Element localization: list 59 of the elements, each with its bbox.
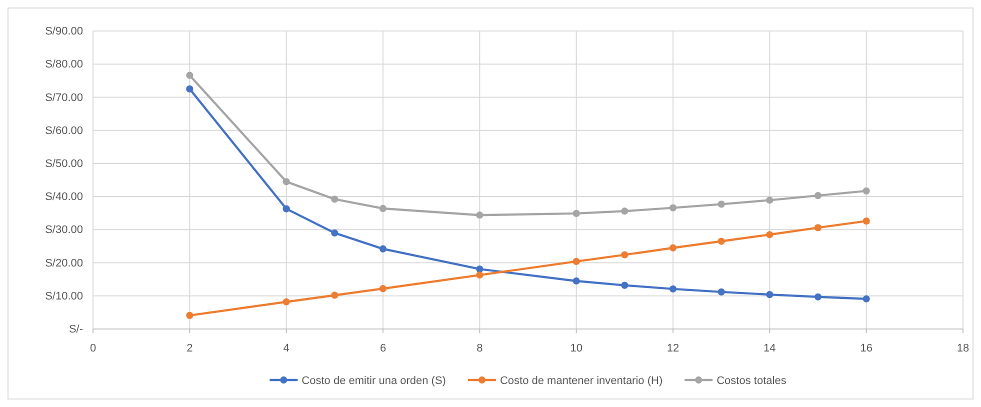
- point: [331, 292, 338, 299]
- point: [621, 282, 628, 289]
- point: [862, 187, 870, 194]
- x-tick-label: 2: [186, 342, 193, 354]
- y-tick-label: S/40.00: [45, 191, 83, 204]
- x-tick-label: 14: [764, 342, 776, 354]
- y-tick-label: S/-: [68, 324, 84, 336]
- x-tick-label: 4: [283, 342, 290, 354]
- point: [476, 271, 484, 279]
- point: [572, 210, 580, 218]
- point: [572, 258, 580, 266]
- point: [766, 231, 774, 238]
- x-tick-label: 18: [956, 342, 970, 354]
- legend-label: Costo de emitir una orden (S): [302, 374, 446, 387]
- y-tick-label: S/90.00: [45, 26, 83, 38]
- point: [669, 285, 677, 292]
- y-tick-label: S/50.00: [45, 158, 83, 170]
- point: [814, 192, 822, 200]
- y-tick-label: S/80.00: [45, 58, 83, 71]
- point: [718, 238, 725, 245]
- y-tick-label: S/70.00: [45, 92, 83, 104]
- point: [669, 244, 677, 252]
- point: [476, 266, 484, 273]
- point: [862, 295, 870, 302]
- x-tick-label: 10: [570, 342, 582, 354]
- point: [282, 205, 290, 212]
- point: [766, 291, 774, 298]
- point: [379, 204, 387, 212]
- point: [862, 217, 870, 225]
- point: [331, 229, 338, 237]
- x-tick-label: 6: [380, 342, 386, 354]
- point: [814, 224, 822, 232]
- y-tick-label: S/30.00: [45, 224, 83, 236]
- x-tick-label: 12: [666, 342, 680, 354]
- point: [331, 196, 338, 203]
- point: [718, 288, 725, 296]
- legend-label: Costo de mantener inventario (H): [500, 374, 663, 387]
- point: [379, 285, 387, 292]
- point: [282, 178, 290, 186]
- point: [814, 293, 822, 300]
- x-tick-label: 8: [476, 342, 483, 354]
- point: [669, 204, 677, 212]
- point: [186, 85, 194, 93]
- point: [186, 312, 194, 319]
- point: [718, 200, 725, 208]
- point: [186, 72, 194, 79]
- point: [476, 212, 484, 219]
- point: [572, 277, 580, 285]
- legend-label: Costos totales: [716, 374, 787, 387]
- point: [621, 251, 628, 258]
- point: [282, 298, 290, 306]
- x-tick-label: 0: [90, 342, 96, 354]
- y-tick-label: S/60.00: [45, 124, 83, 137]
- y-tick-label: S/20.00: [45, 257, 83, 270]
- point: [379, 245, 387, 252]
- point: [621, 208, 628, 215]
- y-tick-label: S/10.00: [45, 290, 83, 302]
- point: [766, 196, 774, 204]
- x-tick-label: 16: [860, 342, 872, 354]
